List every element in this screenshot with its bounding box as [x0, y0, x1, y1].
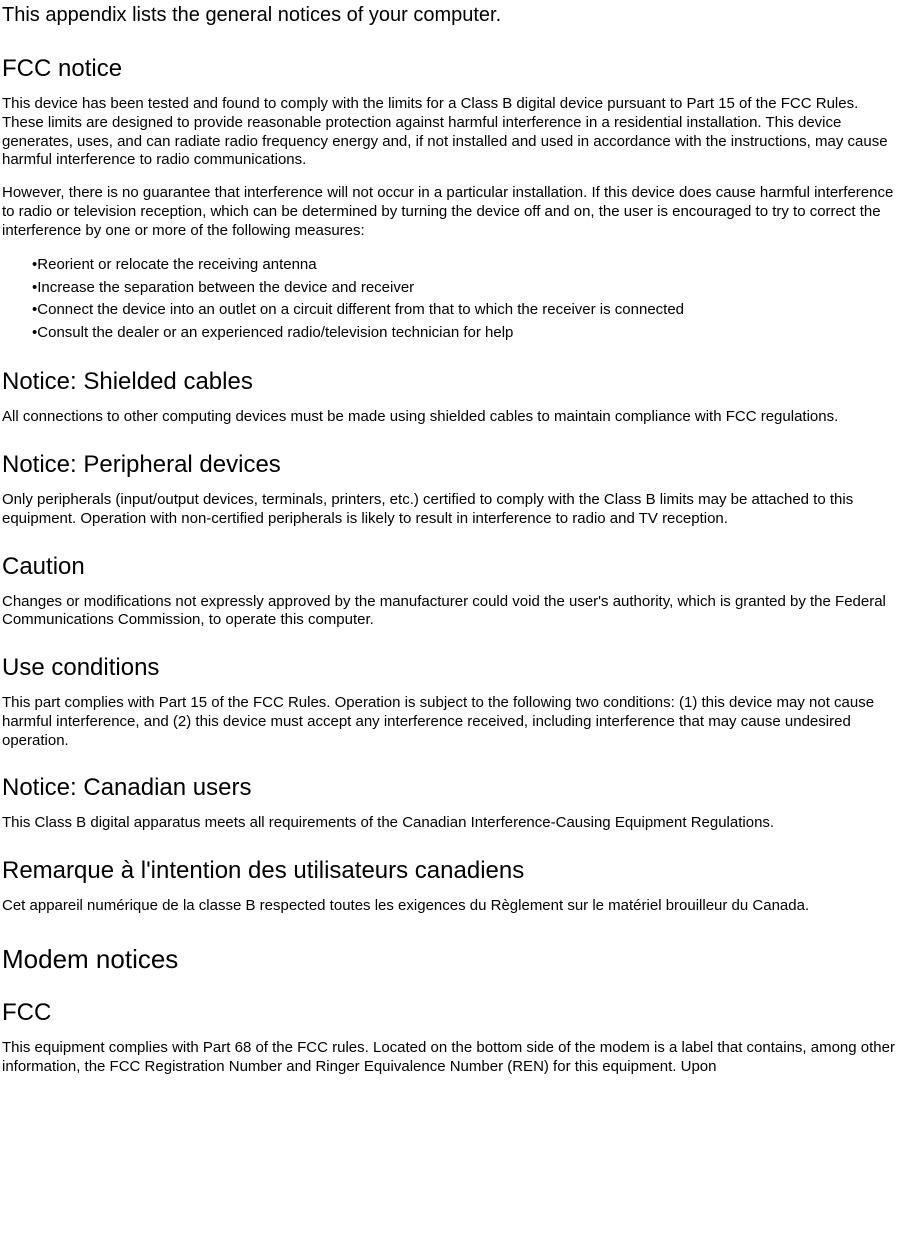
bullet-list: Reorient or relocate the receiving anten…: [2, 254, 897, 344]
heading-fcc: FCC: [2, 999, 897, 1027]
list-item: Increase the separation between the devi…: [2, 277, 897, 300]
paragraph: This Class B digital apparatus meets all…: [2, 814, 897, 833]
heading-use-conditions: Use conditions: [2, 654, 897, 682]
list-item: Consult the dealer or an experienced rad…: [2, 322, 897, 345]
paragraph: This part complies with Part 15 of the F…: [2, 694, 897, 750]
paragraph: This device has been tested and found to…: [2, 95, 897, 170]
intro-text: This appendix lists the general notices …: [2, 4, 897, 27]
heading-canadian-users: Notice: Canadian users: [2, 774, 897, 802]
list-item: Reorient or relocate the receiving anten…: [2, 254, 897, 277]
document-page: This appendix lists the general notices …: [0, 4, 899, 1076]
list-item: Connect the device into an outlet on a c…: [2, 299, 897, 322]
heading-shielded-cables: Notice: Shielded cables: [2, 368, 897, 396]
paragraph: However, there is no guarantee that inte…: [2, 184, 897, 240]
paragraph: All connections to other computing devic…: [2, 408, 897, 427]
heading-caution: Caution: [2, 553, 897, 581]
paragraph: This equipment complies with Part 68 of …: [2, 1039, 897, 1077]
paragraph: Cet appareil numérique de la classe B re…: [2, 897, 897, 916]
heading-remarque-canadiens: Remarque à l'intention des utilisateurs …: [2, 857, 897, 885]
heading-modem-notices: Modem notices: [2, 944, 897, 975]
paragraph: Changes or modifications not expressly a…: [2, 593, 897, 631]
heading-fcc-notice: FCC notice: [2, 55, 897, 83]
paragraph: Only peripherals (input/output devices, …: [2, 491, 897, 529]
heading-peripheral-devices: Notice: Peripheral devices: [2, 451, 897, 479]
